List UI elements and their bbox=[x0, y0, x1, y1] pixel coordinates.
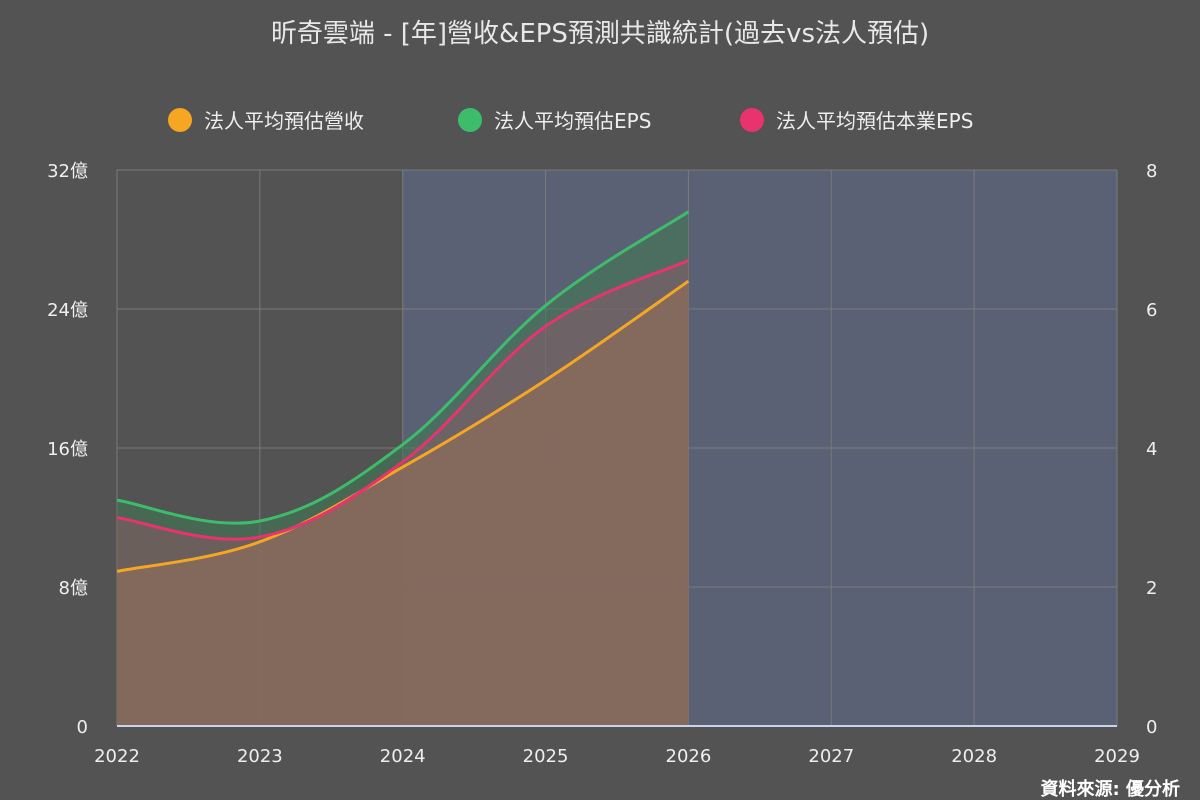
series-area bbox=[117, 260, 689, 726]
y-right-tick-label: 2 bbox=[1146, 578, 1157, 599]
legend-marker bbox=[168, 108, 192, 132]
legend-marker bbox=[458, 108, 482, 132]
y-left-tick-label: 8億 bbox=[59, 578, 88, 599]
source-label: 資料來源: 優分析 bbox=[1041, 778, 1180, 800]
x-tick-label: 2027 bbox=[808, 746, 854, 767]
x-tick-label: 2026 bbox=[666, 746, 712, 767]
x-tick-label: 2025 bbox=[523, 746, 569, 767]
series-line bbox=[116, 279, 690, 573]
legend-item[interactable]: 法人平均預估營收 bbox=[168, 108, 364, 133]
series-line bbox=[116, 258, 690, 541]
y-right-tick-label: 8 bbox=[1146, 161, 1157, 182]
x-tick-label: 2024 bbox=[380, 746, 426, 767]
y-left-tick-label: 0 bbox=[77, 717, 88, 738]
series-area bbox=[117, 211, 689, 726]
chart-title: 昕奇雲端 - [年]營收&EPS預測共識統計(過去vs法人預估) bbox=[271, 19, 929, 49]
y-right-tick-label: 4 bbox=[1146, 439, 1157, 460]
legend-marker bbox=[740, 108, 764, 132]
plot-area: 2022 2023 2024 2025 2026 2027 2028 202908億16億24… bbox=[47, 161, 1157, 767]
legend-item[interactable]: 法人平均預估EPS bbox=[458, 108, 651, 133]
x-tick-label: 2029 bbox=[1094, 746, 1140, 767]
legend-label: 法人平均預估本業EPS bbox=[776, 109, 973, 133]
legend-label: 法人平均預估EPS bbox=[494, 109, 651, 133]
legend-label: 法人平均預估營收 bbox=[204, 109, 364, 133]
y-left-tick-label: 16億 bbox=[47, 439, 88, 460]
y-right-tick-label: 0 bbox=[1146, 717, 1157, 738]
x-tick-label: 2022 bbox=[94, 746, 140, 767]
x-tick-label: 2023 bbox=[237, 746, 283, 767]
series-line bbox=[116, 210, 690, 525]
y-right-tick-label: 6 bbox=[1146, 300, 1157, 321]
legend[interactable]: 法人平均預估營收 法人平均預估EPS 法人平均預估本業EPS bbox=[168, 108, 973, 133]
y-left-tick-label: 24億 bbox=[47, 300, 88, 321]
y-left-tick-label: 32億 bbox=[47, 161, 88, 182]
x-tick-label: 2028 bbox=[951, 746, 997, 767]
legend-item[interactable]: 法人平均預估本業EPS bbox=[740, 108, 973, 133]
